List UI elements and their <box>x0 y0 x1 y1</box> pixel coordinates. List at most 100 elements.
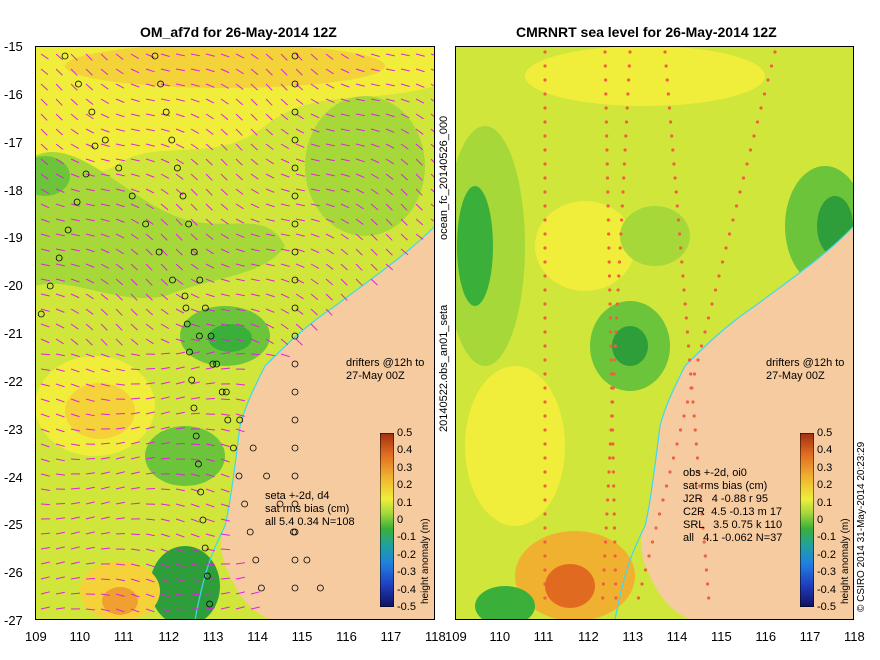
current-arrow <box>205 428 215 431</box>
obs-dot <box>657 512 662 516</box>
colorbar-tick: 0.3 <box>397 461 413 474</box>
obs-circle <box>291 276 299 284</box>
current-arrow <box>40 488 50 491</box>
current-arrow <box>115 471 125 475</box>
obs-circle <box>181 292 189 300</box>
obs-dot <box>613 540 617 544</box>
current-arrow <box>145 293 153 301</box>
current-arrow <box>130 68 140 74</box>
obs-circle <box>179 192 187 200</box>
obs-dot <box>688 358 692 362</box>
right-map-title: CMRNRT sea level for 26-May-2014 12Z <box>516 24 777 40</box>
current-arrow <box>160 158 170 164</box>
current-arrow <box>340 53 350 59</box>
current-arrow <box>115 593 125 597</box>
current-arrow <box>85 531 95 535</box>
obs-dot <box>617 274 621 278</box>
current-arrow <box>400 83 410 87</box>
obs-dot <box>661 498 665 502</box>
tick-label: 117 <box>380 629 402 644</box>
current-arrow <box>340 158 350 162</box>
current-arrow <box>55 398 65 403</box>
current-arrow <box>205 263 215 269</box>
obs-dot <box>543 568 547 572</box>
current-arrow <box>280 218 290 222</box>
current-arrow <box>130 173 140 177</box>
current-arrow <box>40 576 50 580</box>
current-arrow <box>40 473 50 477</box>
current-arrow <box>280 68 288 76</box>
current-arrow <box>385 248 393 256</box>
obs-dot <box>543 78 547 82</box>
current-arrow <box>220 367 231 370</box>
current-arrow <box>40 98 48 106</box>
current-arrow <box>385 158 394 165</box>
current-arrow <box>325 188 335 192</box>
right-obs-tracks <box>543 50 777 600</box>
obs-dot <box>543 148 547 152</box>
current-arrow <box>295 323 304 331</box>
current-arrow <box>55 561 65 565</box>
current-arrow <box>385 83 395 87</box>
current-arrow <box>130 593 140 598</box>
current-arrow <box>280 188 290 192</box>
current-arrow <box>205 473 215 478</box>
current-arrow <box>265 293 275 298</box>
current-arrow <box>100 218 110 222</box>
current-arrow <box>235 98 244 106</box>
obs-dot <box>667 106 672 110</box>
current-arrow <box>55 546 65 550</box>
current-arrow <box>400 248 409 256</box>
current-arrow <box>175 503 185 507</box>
current-arrow <box>220 398 231 401</box>
obs-dot <box>627 78 631 82</box>
obs-dot <box>608 316 612 320</box>
obs-dot <box>603 64 607 68</box>
current-arrow <box>235 576 245 580</box>
current-arrow <box>145 396 155 400</box>
current-arrow <box>100 442 111 445</box>
current-arrow <box>55 158 64 165</box>
obs-dot <box>612 372 616 376</box>
obs-dot <box>627 64 631 68</box>
current-arrow <box>205 188 213 196</box>
current-arrow <box>175 158 184 165</box>
obs-dot <box>676 218 681 222</box>
obs-dot <box>710 302 714 306</box>
current-arrow <box>370 83 380 87</box>
current-arrow <box>160 263 168 271</box>
current-arrow <box>55 353 65 357</box>
current-arrow <box>40 68 49 76</box>
current-arrow <box>40 532 51 535</box>
current-arrow <box>205 308 215 312</box>
current-arrow <box>40 503 51 506</box>
obs-circle <box>218 388 226 396</box>
obs-dot <box>643 568 648 572</box>
current-arrow <box>145 53 155 58</box>
current-arrow <box>130 563 140 567</box>
current-arrow <box>295 158 305 163</box>
obs-dot <box>543 484 547 488</box>
obs-circle <box>291 528 299 536</box>
current-arrow <box>70 576 80 580</box>
current-arrow <box>190 412 201 415</box>
current-arrow <box>85 398 95 402</box>
current-arrow <box>175 427 185 430</box>
obs-circle <box>203 572 211 580</box>
current-arrow <box>145 233 154 241</box>
current-arrow <box>130 233 139 240</box>
obs-circle <box>64 226 72 234</box>
current-arrow <box>160 338 170 344</box>
current-arrow <box>190 563 200 567</box>
current-arrow <box>175 563 185 568</box>
current-arrow <box>145 608 155 613</box>
current-arrow <box>190 323 200 327</box>
current-arrow <box>340 293 348 301</box>
current-arrow <box>145 426 155 430</box>
current-arrow <box>190 366 200 370</box>
current-arrow <box>190 68 200 72</box>
current-arrow <box>415 83 425 88</box>
current-arrow <box>40 248 50 252</box>
current-arrow <box>115 143 125 147</box>
current-arrow <box>220 548 231 551</box>
